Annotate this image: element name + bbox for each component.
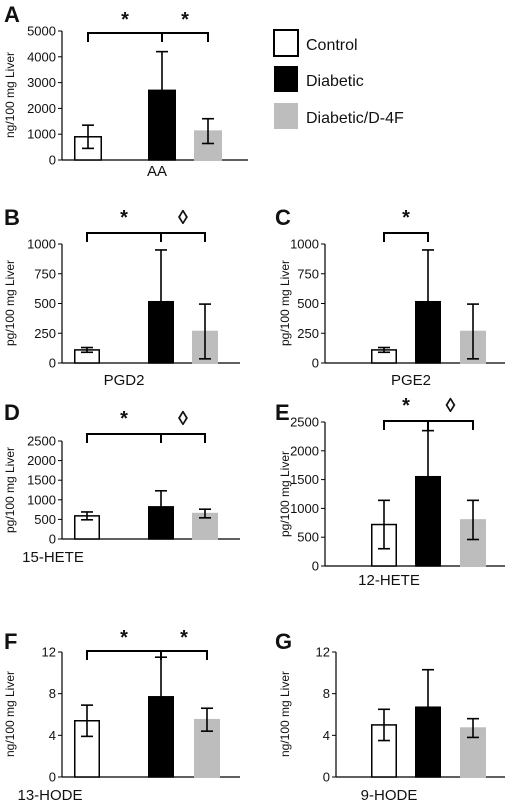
panel-c-x-axis-label: PGE2 [391, 372, 431, 389]
panel-d-chart: D 0 500 1000 1500 2000 2500 pg/100 mg Liver 15-H… [3, 400, 240, 566]
panel-a-ytick-label: 5000 [27, 24, 56, 39]
panel-d-significance-bracket [86, 433, 162, 443]
panel-c-ytick-label: 250 [297, 326, 319, 341]
panel-f-letter: F [4, 629, 17, 654]
panel-f-ytick-label: 12 [42, 645, 56, 660]
panel-g-chart: G 0 4 8 12 ng/100 mg Liver 9-HODE [275, 629, 505, 802]
panel-f-significance-bracket [160, 650, 208, 660]
panel-g-ytick-label: 0 [323, 770, 330, 785]
panel-g-ytick-label: 8 [323, 686, 330, 701]
legend-swatch-control [273, 29, 299, 57]
panel-e-significance-symbol: * [402, 395, 410, 417]
panel-f-significance-bracket [86, 650, 162, 660]
panel-c-ytick-label: 750 [297, 266, 319, 281]
legend-label-control: Control [306, 37, 358, 54]
panel-e-ytick-label: 2000 [290, 443, 319, 458]
panel-c-significance-bracket [383, 232, 429, 242]
panel-e-significance-symbol: ◊ [446, 395, 456, 417]
legend-label-diabetic: Diabetic [306, 73, 364, 90]
panel-e-ytick-label: 0 [312, 559, 319, 574]
panel-c-ytick-label: 1000 [290, 237, 319, 252]
panel-g-ytick-label: 12 [316, 645, 330, 660]
panel-c-ytick-label: 500 [297, 296, 319, 311]
legend-swatch-diabetic-d4f [274, 103, 298, 129]
panel-g-ytick-label: 4 [323, 728, 330, 743]
panel-a-ytick-label: 1000 [27, 127, 56, 142]
panel-b-significance-bracket [160, 232, 206, 242]
panel-b-y-axis-label: pg/100 mg Liver [3, 260, 17, 346]
panel-d-ytick-label: 1500 [27, 473, 56, 488]
panel-d-ytick-label: 2500 [27, 434, 56, 449]
panel-d-letter: D [4, 400, 20, 425]
panel-a-y-axis-label: ng/100 mg Liver [3, 52, 17, 138]
panel-a-letter: A [4, 2, 20, 27]
panel-b-significance-bracket [86, 232, 162, 242]
panel-e-ytick-label: 2500 [290, 415, 319, 430]
panel-b-ytick-label: 500 [34, 296, 56, 311]
panel-f-ytick-label: 4 [49, 728, 56, 743]
panel-b-letter: B [4, 205, 20, 230]
panel-e-letter: E [275, 400, 290, 425]
panel-a-ytick-label: 0 [49, 153, 56, 168]
panel-a-x-axis-label: AA [147, 163, 167, 180]
panel-f-ytick-label: 8 [49, 686, 56, 701]
panel-d-y-axis-label: pg/100 mg Liver [3, 447, 17, 533]
legend: Control Diabetic Diabetic/D-4F [273, 29, 404, 129]
panel-d-ytick-label: 0 [49, 532, 56, 547]
panel-b-ytick-label: 250 [34, 326, 56, 341]
panel-a-ytick-label: 2000 [27, 101, 56, 116]
panel-c-chart: C 0 250 500 750 1000 pg/100 mg Liver PGE2 * [275, 205, 505, 389]
panel-f-significance-symbol: * [180, 627, 188, 649]
panel-a-ytick-label: 3000 [27, 75, 56, 90]
panel-a-significance-symbol: * [121, 9, 129, 31]
panel-b-ytick-label: 750 [34, 266, 56, 281]
panel-c-ytick-label: 0 [312, 356, 319, 371]
panel-d-significance-symbol: ◊ [178, 408, 188, 430]
panel-e-ytick-label: 500 [297, 530, 319, 545]
panel-e-significance-bracket [427, 420, 474, 430]
legend-label-diabetic-d4f: Diabetic/D-4F [306, 110, 404, 127]
panel-a-bar-diabetic-d4f [194, 130, 222, 161]
panel-c-significance-symbol: * [402, 207, 410, 229]
panel-d-ytick-label: 2000 [27, 453, 56, 468]
panel-a-significance-symbol: * [181, 9, 189, 31]
panel-f-x-axis-label: 13-HODE [17, 787, 82, 802]
panel-b-x-axis-label: PGD2 [104, 372, 145, 389]
panel-d-x-axis-label: 15-HETE [22, 549, 84, 566]
panel-e-ytick-label: 1000 [290, 501, 319, 516]
panel-f-chart: F 0 4 8 12 ng/100 mg Liver 13-HODE * * [3, 627, 240, 802]
panel-e-significance-bracket [383, 420, 429, 430]
panel-b-significance-symbol: ◊ [178, 207, 188, 229]
panel-b-ytick-label: 0 [49, 356, 56, 371]
legend-swatch-diabetic [274, 66, 298, 92]
panel-f-significance-symbol: * [120, 627, 128, 649]
panel-g-x-axis-label: 9-HODE [361, 787, 418, 802]
panel-d-ytick-label: 500 [34, 512, 56, 527]
panel-d-significance-symbol: * [120, 408, 128, 430]
panel-a-significance-bracket [87, 32, 163, 42]
panel-f-y-axis-label: ng/100 mg Liver [3, 671, 17, 757]
panel-c-letter: C [275, 205, 291, 230]
panel-e-y-axis-label: pg/100 mg Liver [278, 451, 292, 537]
panel-e-ytick-label: 1500 [290, 472, 319, 487]
panel-b-ytick-label: 1000 [27, 237, 56, 252]
panel-b-chart: B 0 250 500 750 1000 pg/100 mg Liver PGD2 * ◊ [3, 205, 240, 389]
panel-g-letter: G [275, 629, 292, 654]
panel-f-ytick-label: 0 [49, 770, 56, 785]
panel-c-y-axis-label: pg/100 mg Liver [278, 260, 292, 346]
panel-a-ytick-label: 4000 [27, 49, 56, 64]
panel-g-y-axis-label: ng/100 mg Liver [278, 671, 292, 757]
panel-a-significance-bracket [161, 32, 209, 42]
panel-a-chart: A 0 1000 2000 3000 4000 5000 ng/100 mg Liver AA *… [3, 2, 248, 180]
panel-e-chart: E 0 500 1000 1500 2000 2500 pg/100 mg Liver 12-H… [275, 395, 505, 589]
panel-e-x-axis-label: 12-HETE [358, 572, 420, 589]
panel-d-significance-bracket [160, 433, 206, 443]
panel-b-significance-symbol: * [120, 207, 128, 229]
panel-d-ytick-label: 1000 [27, 492, 56, 507]
